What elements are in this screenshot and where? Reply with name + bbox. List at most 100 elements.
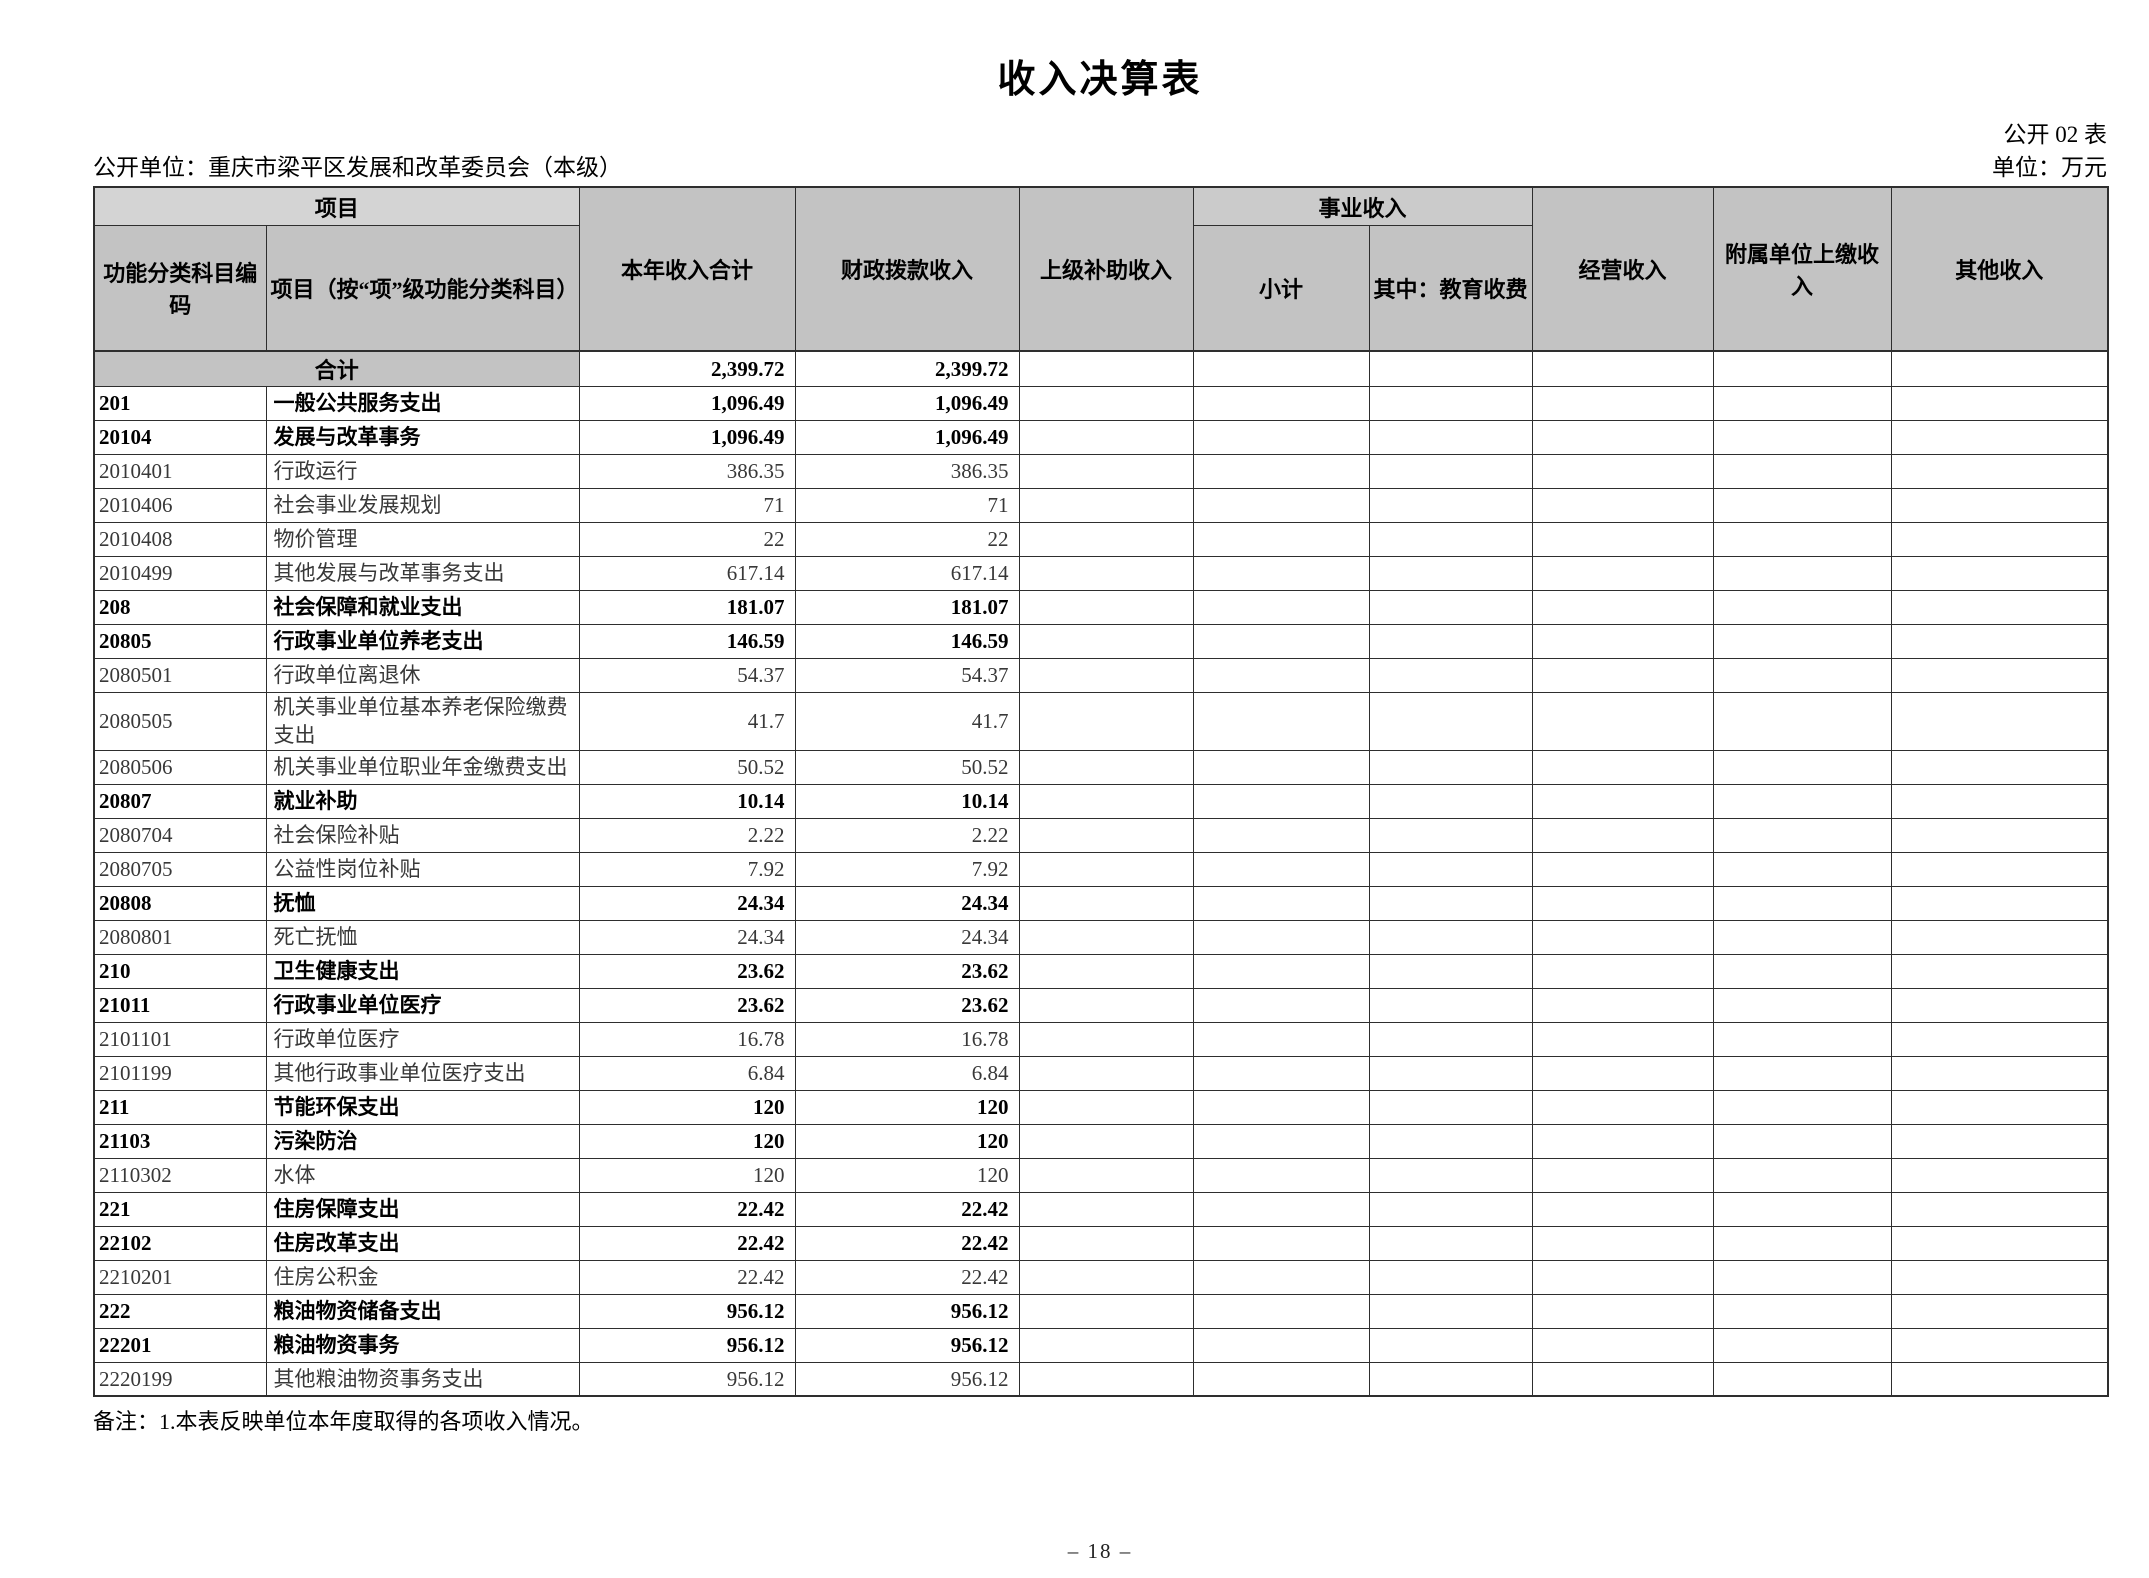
table-row: 2101199 其他行政事业单位医疗支出 6.84 6.84: [93, 1055, 2109, 1091]
cell-fiscal-income: 54.37: [794, 658, 1020, 694]
cell-project-name: 行政单位医疗: [265, 1021, 580, 1057]
cell-affiliated-income: [1712, 454, 1892, 490]
cell-other-income: [1890, 350, 2109, 388]
cell-education-fee: [1368, 1055, 1533, 1091]
cell-affiliated-income: [1712, 885, 1892, 921]
cell-superior-subsidy: [1018, 350, 1194, 388]
cell-education-fee: [1368, 749, 1533, 785]
table-row: 2220199 其他粮油物资事务支出 956.12 956.12: [93, 1361, 2109, 1397]
cell-project-name: 公益性岗位补贴: [265, 851, 580, 887]
cell-total-label: 合计: [93, 350, 580, 388]
cell-superior-subsidy: [1018, 1361, 1194, 1397]
cell-project-name: 发展与改革事务: [265, 420, 580, 456]
table-body: 合计 2,399.72 2,399.72 201 一般公共服务支出 1,096.…: [93, 350, 2109, 1397]
cell-function-code: 21011: [93, 987, 267, 1023]
header-business-income-group: 事业收入: [1192, 186, 1533, 226]
cell-business-subtotal: [1192, 1225, 1370, 1261]
cell-superior-subsidy: [1018, 692, 1194, 751]
cell-superior-subsidy: [1018, 488, 1194, 524]
cell-function-code: 2101101: [93, 1021, 267, 1057]
cell-education-fee: [1368, 1361, 1533, 1397]
cell-total-income: 41.7: [578, 692, 796, 751]
table-row: 2080704 社会保险补贴 2.22 2.22: [93, 817, 2109, 853]
cell-function-code: 2080501: [93, 658, 267, 694]
cell-superior-subsidy: [1018, 1021, 1194, 1057]
cell-function-code: 20805: [93, 624, 267, 660]
cell-education-fee: [1368, 454, 1533, 490]
cell-education-fee: [1368, 851, 1533, 887]
cell-other-income: [1890, 1293, 2109, 1329]
table-row: 22102 住房改革支出 22.42 22.42: [93, 1225, 2109, 1261]
cell-operating-income: [1531, 556, 1714, 592]
table-row: 2010406 社会事业发展规划 71 71: [93, 488, 2109, 524]
cell-total-income: 2,399.72: [578, 350, 796, 388]
cell-superior-subsidy: [1018, 953, 1194, 989]
cell-operating-income: [1531, 590, 1714, 626]
cell-operating-income: [1531, 953, 1714, 989]
table-row: 201 一般公共服务支出 1,096.49 1,096.49: [93, 386, 2109, 422]
page-number: – 18 –: [1067, 1539, 1133, 1563]
cell-total-income: 23.62: [578, 953, 796, 989]
public-unit-label: 公开单位：重庆市梁平区发展和改革委员会（本级）: [93, 155, 622, 181]
cell-business-subtotal: [1192, 851, 1370, 887]
cell-function-code: 2010401: [93, 454, 267, 490]
cell-business-subtotal: [1192, 454, 1370, 490]
cell-affiliated-income: [1712, 1089, 1892, 1125]
cell-other-income: [1890, 1055, 2109, 1091]
cell-superior-subsidy: [1018, 522, 1194, 558]
cell-other-income: [1890, 1157, 2109, 1193]
cell-other-income: [1890, 749, 2109, 785]
cell-affiliated-income: [1712, 488, 1892, 524]
cell-total-income: 2.22: [578, 817, 796, 853]
cell-affiliated-income: [1712, 851, 1892, 887]
table-row: 2210201 住房公积金 22.42 22.42: [93, 1259, 2109, 1295]
cell-total-income: 956.12: [578, 1293, 796, 1329]
table-row: 2080501 行政单位离退休 54.37 54.37: [93, 658, 2109, 694]
cell-other-income: [1890, 1327, 2109, 1363]
cell-education-fee: [1368, 1293, 1533, 1329]
cell-project-name: 水体: [265, 1157, 580, 1193]
cell-operating-income: [1531, 350, 1714, 388]
cell-project-name: 社会事业发展规划: [265, 488, 580, 524]
cell-operating-income: [1531, 1327, 1714, 1363]
cell-affiliated-income: [1712, 692, 1892, 751]
cell-operating-income: [1531, 1021, 1714, 1057]
cell-fiscal-income: 10.14: [794, 783, 1020, 819]
cell-operating-income: [1531, 1157, 1714, 1193]
cell-other-income: [1890, 851, 2109, 887]
cell-affiliated-income: [1712, 624, 1892, 660]
cell-function-code: 201: [93, 386, 267, 422]
cell-affiliated-income: [1712, 386, 1892, 422]
cell-affiliated-income: [1712, 1055, 1892, 1091]
cell-education-fee: [1368, 658, 1533, 694]
table-code-label: 公开 02 表: [2003, 121, 2108, 147]
cell-operating-income: [1531, 783, 1714, 819]
cell-superior-subsidy: [1018, 1055, 1194, 1091]
cell-fiscal-income: 22.42: [794, 1259, 1020, 1295]
cell-function-code: 2110302: [93, 1157, 267, 1193]
cell-superior-subsidy: [1018, 1123, 1194, 1159]
cell-project-name: 粮油物资储备支出: [265, 1293, 580, 1329]
cell-project-name: 行政运行: [265, 454, 580, 490]
cell-function-code: 210: [93, 953, 267, 989]
table-total-row: 合计 2,399.72 2,399.72: [93, 350, 2109, 388]
cell-operating-income: [1531, 851, 1714, 887]
cell-superior-subsidy: [1018, 386, 1194, 422]
cell-function-code: 222: [93, 1293, 267, 1329]
table-row: 20104 发展与改革事务 1,096.49 1,096.49: [93, 420, 2109, 456]
cell-affiliated-income: [1712, 817, 1892, 853]
cell-education-fee: [1368, 350, 1533, 388]
cell-project-name: 其他粮油物资事务支出: [265, 1361, 580, 1397]
cell-function-code: 22102: [93, 1225, 267, 1261]
cell-affiliated-income: [1712, 658, 1892, 694]
cell-business-subtotal: [1192, 1259, 1370, 1295]
cell-business-subtotal: [1192, 1089, 1370, 1125]
document-page: 收入决算表 公开 02 表 公开单位：重庆市梁平区发展和改革委员会（本级） 单位…: [0, 58, 2149, 1578]
cell-education-fee: [1368, 1157, 1533, 1193]
cell-business-subtotal: [1192, 1021, 1370, 1057]
cell-total-income: 16.78: [578, 1021, 796, 1057]
cell-function-code: 21103: [93, 1123, 267, 1159]
cell-total-income: 7.92: [578, 851, 796, 887]
cell-function-code: 20807: [93, 783, 267, 819]
cell-affiliated-income: [1712, 590, 1892, 626]
